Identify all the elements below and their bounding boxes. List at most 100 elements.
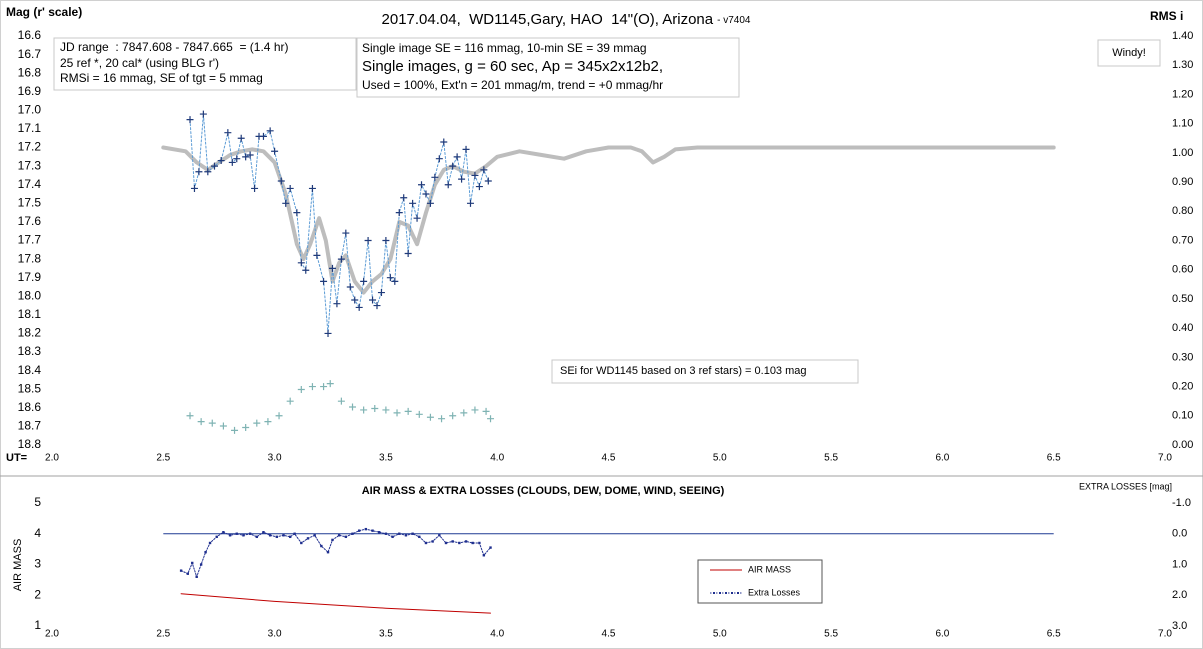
point-marker <box>471 406 479 414</box>
point-marker <box>413 214 421 222</box>
y2-tick-label: 0.60 <box>1172 264 1193 276</box>
point-marker <box>297 259 305 267</box>
point-marker <box>466 199 474 207</box>
y2-tick-label: 1.00 <box>1172 147 1193 159</box>
point-marker <box>264 418 272 426</box>
y-axis-label: AIR MASS <box>12 539 24 592</box>
legend-label: Extra Losses <box>748 587 801 597</box>
series-line <box>161 145 1056 295</box>
point-marker <box>337 255 345 263</box>
point-marker <box>313 534 316 537</box>
y-axis-label: Mag (r' scale) <box>6 5 82 19</box>
x-tick-label: 3.0 <box>268 453 282 464</box>
point-marker <box>248 532 252 535</box>
y-tick-label: 18.6 <box>18 400 42 414</box>
point-marker <box>224 129 232 137</box>
y-tick-label: 17.3 <box>18 158 42 172</box>
point-marker <box>484 177 492 185</box>
y2-tick-label: 0.20 <box>1172 380 1193 392</box>
point-marker <box>351 532 354 535</box>
x-tick-label: 6.0 <box>935 453 949 464</box>
point-marker <box>326 380 334 388</box>
point-marker <box>266 127 274 135</box>
y-tick-label: 4 <box>34 526 41 540</box>
point-marker <box>331 538 334 542</box>
point-marker <box>320 277 328 285</box>
point-marker <box>438 415 446 423</box>
x-tick-label: 7.0 <box>1158 629 1172 640</box>
y2-tick-label: 0.70 <box>1172 234 1193 246</box>
point-marker <box>471 171 479 179</box>
annotation-text: Windy! <box>1112 47 1146 59</box>
point-marker <box>411 532 414 535</box>
y-tick-label: 17.8 <box>18 251 42 265</box>
legend-box <box>697 559 823 604</box>
chart-title: AIR MASS & EXTRA LOSSES (CLOUDS, DEW, DO… <box>362 485 725 497</box>
y-tick-label: 17.0 <box>18 103 42 117</box>
x-tick-label: 2.0 <box>45 629 59 640</box>
point-marker <box>277 177 285 185</box>
point-marker <box>360 277 368 285</box>
point-marker <box>293 209 301 217</box>
point-marker <box>364 527 368 531</box>
point-marker <box>489 546 492 549</box>
y2-axis-label: EXTRA LOSSES [mag] <box>1079 481 1172 491</box>
y-tick-label: 17.7 <box>18 233 42 247</box>
point-marker <box>415 410 423 418</box>
point-marker <box>268 534 272 537</box>
point-marker <box>438 534 441 537</box>
y-tick-label: 18.2 <box>18 326 42 340</box>
y-tick-label: 16.8 <box>18 65 42 79</box>
y2-tick-label: 0.00 <box>1172 439 1193 451</box>
y2-tick-label: 0.90 <box>1172 176 1193 188</box>
x-tick-label: 3.5 <box>379 453 393 464</box>
point-marker <box>204 551 207 554</box>
x-tick-label: 5.0 <box>713 629 727 640</box>
x-tick-label: 2.5 <box>156 629 170 640</box>
point-marker <box>204 168 212 176</box>
y-tick-label: 18.4 <box>18 363 42 377</box>
x-tick-label: 2.5 <box>156 453 170 464</box>
point-marker <box>195 575 198 578</box>
point-marker <box>308 383 316 391</box>
annotation-box <box>53 37 357 91</box>
point-marker <box>418 181 426 189</box>
x-tick-label: 4.5 <box>602 629 616 640</box>
y-tick-label: 2 <box>34 587 41 601</box>
point-marker <box>191 561 194 565</box>
point-marker <box>237 134 245 142</box>
point-marker <box>444 541 448 545</box>
y-tick-label: 18.3 <box>18 344 42 358</box>
point-marker <box>324 329 332 337</box>
y-tick-label: 17.2 <box>18 140 42 154</box>
point-marker <box>326 551 330 554</box>
point-marker <box>386 274 394 282</box>
x-tick-label: 3.0 <box>268 629 282 640</box>
series-line <box>189 113 489 334</box>
point-marker <box>179 569 183 572</box>
legend-marker <box>725 592 727 594</box>
annotation-text: Single images, g = 60 sec, Ap = 345x2x12… <box>362 58 663 75</box>
y2-tick-label: 1.20 <box>1172 88 1193 100</box>
point-marker <box>242 423 250 431</box>
point-marker <box>378 531 381 534</box>
point-marker <box>391 535 394 539</box>
legend-marker <box>719 592 721 594</box>
point-marker <box>246 151 254 159</box>
point-marker <box>478 541 481 545</box>
point-marker <box>360 406 368 414</box>
point-marker <box>409 199 417 207</box>
y-tick-label: 3 <box>34 557 41 571</box>
point-marker <box>482 554 486 557</box>
annotation-box <box>551 359 859 384</box>
y-tick-label: 18.5 <box>18 381 42 395</box>
point-marker <box>404 250 412 258</box>
y2-tick-label: 0.0 <box>1172 528 1187 540</box>
y2-tick-label: 0.50 <box>1172 293 1193 305</box>
y-tick-label: 18.0 <box>18 288 42 302</box>
y2-tick-label: 0.80 <box>1172 205 1193 217</box>
point-marker <box>369 296 377 304</box>
annotation-text: 25 ref *, 20 cal* (using BLG r') <box>60 56 219 70</box>
point-marker <box>242 153 250 161</box>
